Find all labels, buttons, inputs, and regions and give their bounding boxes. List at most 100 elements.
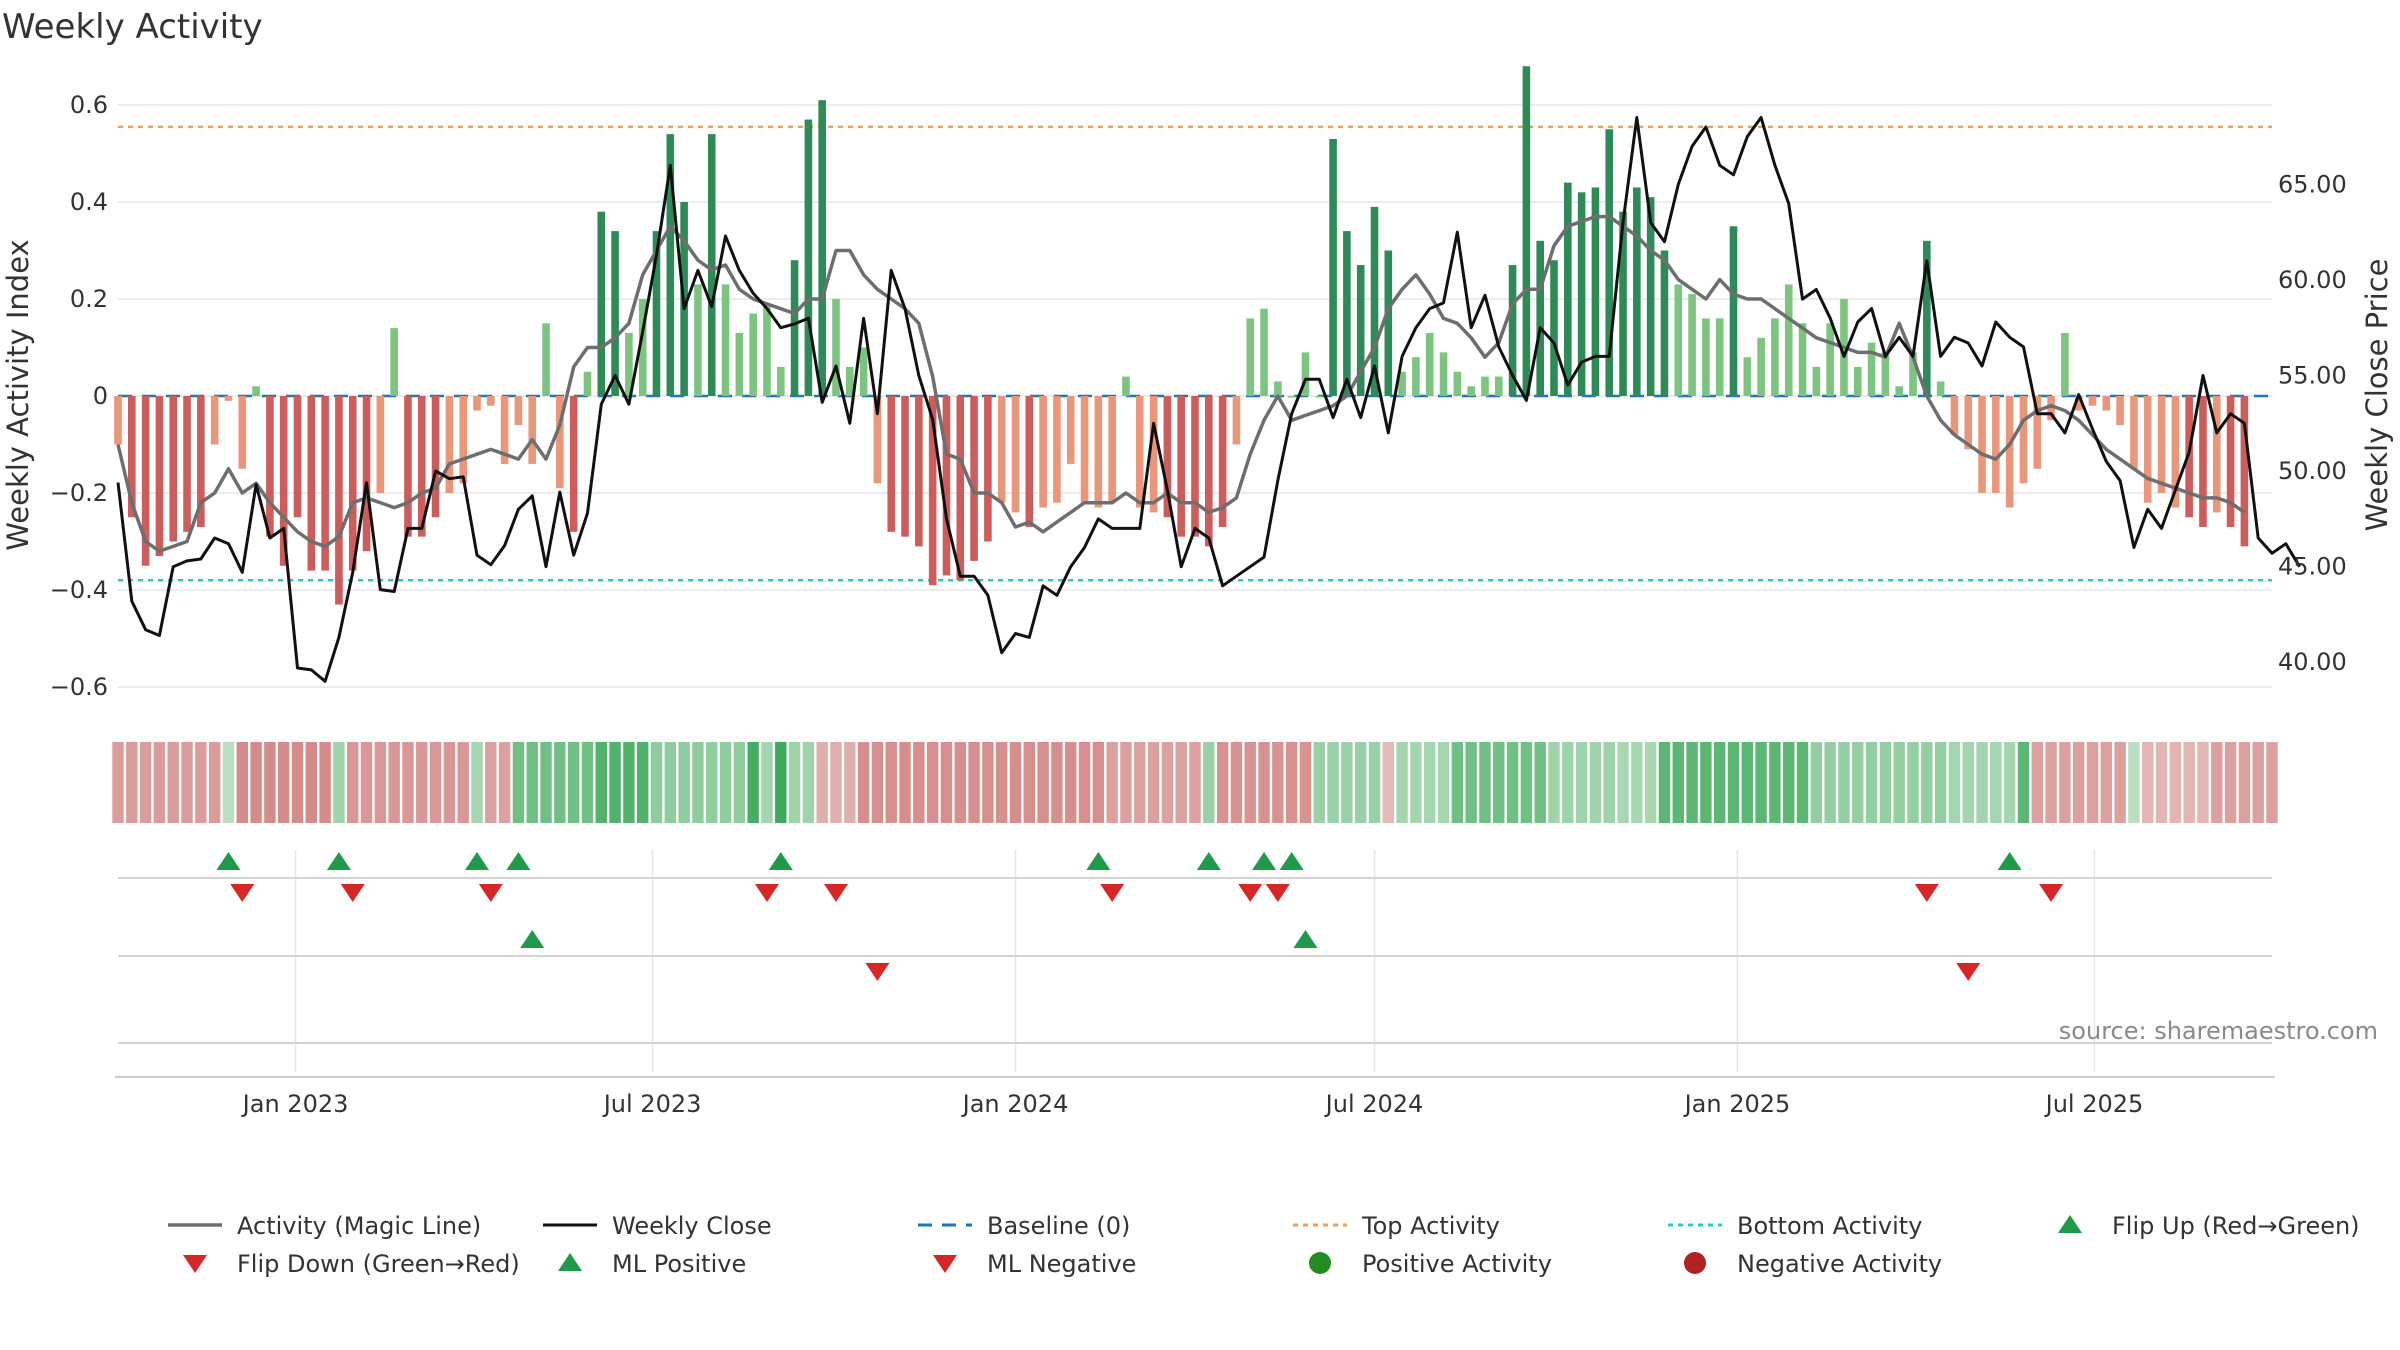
activity-bar (279, 396, 288, 566)
activity-bar (1453, 371, 1462, 396)
flip-down-marker (340, 884, 365, 902)
legend-label: Negative Activity (1737, 1250, 1942, 1278)
heat-strip-cell (1327, 742, 1339, 823)
heat-strip-cell (2017, 742, 2030, 823)
heat-strip-cell (1962, 742, 1974, 823)
heat-strip-cell (388, 742, 400, 823)
activity-bar (846, 366, 854, 396)
flip-up-marker (506, 852, 531, 870)
activity-bar (1605, 129, 1614, 396)
activity-bar (1274, 381, 1282, 396)
x-tick-label: Jan 2024 (961, 1090, 1069, 1118)
heat-strip-cell (2142, 742, 2154, 823)
heat-strip-cell (747, 742, 759, 823)
activity-bar (1218, 396, 1227, 527)
heat-strip-cell (1147, 742, 1160, 823)
heat-strip-cell (1023, 742, 1036, 823)
legend: Activity (Magic Line) Weekly Close Baselin… (168, 1212, 2360, 1278)
ml-negative-marker (865, 963, 890, 981)
heat-strip-cell (1285, 742, 1298, 823)
activity-bar (1550, 260, 1558, 396)
activity-bar (252, 386, 260, 396)
heat-strip-cell (1907, 742, 1919, 823)
activity-bar (431, 396, 440, 518)
heat-strip-cell (236, 742, 248, 823)
heat-strip-cell (457, 742, 469, 823)
heat-strip-cell (1810, 742, 1823, 823)
activity-bar (2088, 396, 2097, 406)
series-lines (116, 116, 2301, 683)
activity-bar (1702, 318, 1710, 396)
event-panels (115, 852, 2275, 1078)
activity-bar (417, 396, 426, 537)
activity-bar (1205, 396, 1213, 547)
heat-strip-cell (706, 742, 718, 823)
activity-bar (1439, 352, 1448, 396)
heat-strip-cell (940, 742, 953, 823)
activity-bars (114, 66, 2249, 605)
y-axis-ticks: 0.6 0.4 0.2 0 −0.2 −0.4 −0.6 (50, 91, 108, 701)
heat-strip-cell (1092, 742, 1105, 823)
activity-bar (1853, 366, 1862, 396)
activity-bar (2116, 396, 2124, 426)
heat-strip-cell (250, 742, 262, 823)
heat-strip-cell (650, 742, 663, 823)
heat-strip-cell (222, 742, 235, 823)
heat-strip-cell (1479, 742, 1491, 823)
y2-tick-label: 60.00 (2278, 266, 2347, 294)
activity-bar (804, 119, 813, 397)
heat-strip-cell (595, 742, 607, 823)
activity-bar (224, 396, 233, 401)
activity-bar (155, 396, 164, 557)
heat-strip-cell (1575, 742, 1588, 823)
y2-tick-label: 45.00 (2278, 553, 2347, 581)
heat-strip-cell (264, 742, 276, 823)
heat-strip-cell (333, 742, 345, 823)
heat-strip-cell (926, 742, 939, 823)
heat-strip-cell (788, 742, 801, 823)
activity-bar (1094, 396, 1103, 508)
legend-label: Flip Down (Green→Red) (237, 1250, 520, 1278)
activity-bar (915, 396, 923, 547)
heat-strip-cell (1134, 742, 1146, 823)
legend-label: Activity (Magic Line) (237, 1212, 481, 1240)
heat-strip-cell (374, 742, 387, 823)
heat-strip-cell (2224, 742, 2237, 823)
activity-bar (1743, 357, 1752, 396)
x-tick-label: Jul 2025 (2044, 1090, 2144, 1118)
heat-strip-cell (1161, 742, 1174, 823)
activity-bar (1564, 182, 1572, 396)
activity-bar (583, 371, 592, 396)
reference-lines (118, 125, 2272, 582)
activity-bar (1978, 396, 1986, 493)
heat-strip-cell (1216, 742, 1229, 823)
heat-strip-cell (830, 742, 842, 823)
heat-strip-cell (2100, 742, 2113, 823)
activity-bar (390, 328, 398, 396)
activity-bar (2199, 396, 2207, 527)
flip-down-marker (824, 884, 848, 902)
heat-strip-cell (277, 742, 290, 823)
activity-bar (1356, 265, 1365, 396)
heat-strip-cell (1465, 742, 1477, 823)
heat-strip-cell (982, 742, 994, 823)
activity-bar (694, 284, 702, 396)
heat-strip-cell (1244, 742, 1256, 823)
activity-bar (1619, 211, 1627, 396)
heat-strip-cell (871, 742, 884, 823)
heat-strip-cell (1203, 742, 1215, 823)
heat-strip-cell (1493, 742, 1505, 823)
activity-bar (2212, 396, 2221, 513)
activity-bar (210, 396, 219, 445)
flip-up-marker (1252, 852, 1277, 870)
heat-strip-cell (305, 742, 318, 823)
heat-strip-cell (112, 742, 124, 823)
flip-down-marker (1914, 884, 1939, 902)
heat-strip-cell (636, 742, 649, 823)
activity-bar (1108, 396, 1116, 503)
heat-strip-cell (995, 742, 1008, 823)
flip-down-marker (1265, 884, 1290, 902)
weekly-close-line (116, 116, 2301, 683)
activity-bar (749, 313, 757, 396)
activity-bar (141, 396, 150, 566)
